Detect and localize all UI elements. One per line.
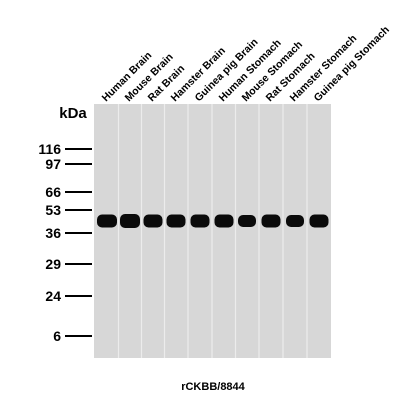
band-lane-7 xyxy=(238,215,256,227)
kda-unit-label: kDa xyxy=(59,105,87,122)
band-lane-9 xyxy=(286,215,304,227)
marker-label: 116 xyxy=(38,141,61,157)
band-lane-5 xyxy=(190,214,210,228)
marker-label: 53 xyxy=(45,202,61,218)
lane-dividers xyxy=(117,104,308,358)
band-lane-10 xyxy=(309,214,329,228)
marker-label: 36 xyxy=(45,225,61,241)
protein-bands xyxy=(97,214,329,228)
marker-label: 97 xyxy=(45,156,61,172)
band-lane-8 xyxy=(261,214,281,228)
band-lane-4 xyxy=(166,214,186,228)
marker-label: 66 xyxy=(45,184,61,200)
band-lane-6 xyxy=(214,214,234,228)
marker-label: 29 xyxy=(45,256,61,272)
antibody-caption: rCKBB/8844 xyxy=(181,381,245,393)
band-lane-2 xyxy=(120,214,140,228)
marker-label: 6 xyxy=(53,328,61,344)
band-lane-1 xyxy=(97,214,117,228)
marker-label: 24 xyxy=(45,288,61,304)
band-lane-3 xyxy=(143,214,163,228)
